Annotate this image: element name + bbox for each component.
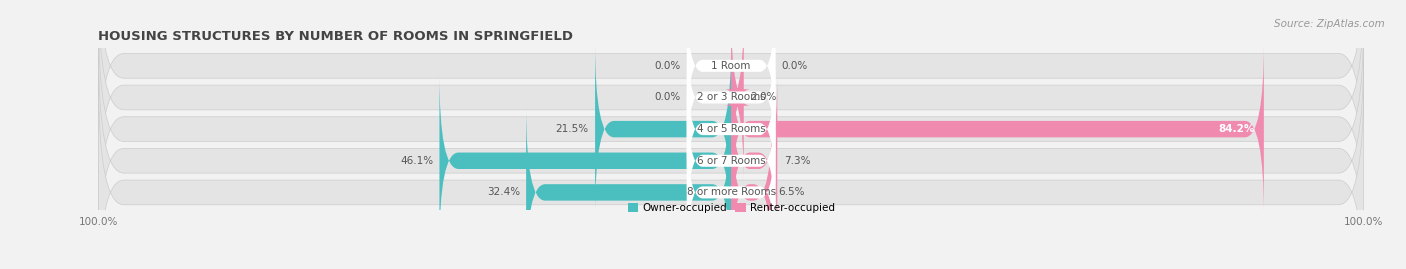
FancyBboxPatch shape: [686, 88, 776, 234]
Text: 4 or 5 Rooms: 4 or 5 Rooms: [697, 124, 765, 134]
Text: 6.5%: 6.5%: [779, 187, 806, 197]
Text: 6 or 7 Rooms: 6 or 7 Rooms: [697, 156, 765, 166]
Text: 2 or 3 Rooms: 2 or 3 Rooms: [697, 93, 765, 102]
FancyBboxPatch shape: [731, 74, 778, 247]
FancyBboxPatch shape: [731, 43, 1264, 216]
FancyBboxPatch shape: [725, 11, 751, 184]
Text: 0.0%: 0.0%: [654, 93, 681, 102]
Text: 21.5%: 21.5%: [555, 124, 589, 134]
Text: 7.3%: 7.3%: [783, 156, 810, 166]
Text: HOUSING STRUCTURES BY NUMBER OF ROOMS IN SPRINGFIELD: HOUSING STRUCTURES BY NUMBER OF ROOMS IN…: [98, 30, 574, 43]
Text: 0.0%: 0.0%: [654, 61, 681, 71]
FancyBboxPatch shape: [686, 119, 776, 266]
FancyBboxPatch shape: [98, 47, 1364, 269]
Text: 84.2%: 84.2%: [1218, 124, 1254, 134]
Text: 1 Room: 1 Room: [711, 61, 751, 71]
FancyBboxPatch shape: [98, 15, 1364, 243]
Text: 0.0%: 0.0%: [782, 61, 808, 71]
FancyBboxPatch shape: [731, 106, 772, 269]
Text: Source: ZipAtlas.com: Source: ZipAtlas.com: [1274, 19, 1385, 29]
FancyBboxPatch shape: [686, 0, 776, 139]
Text: 32.4%: 32.4%: [486, 187, 520, 197]
FancyBboxPatch shape: [526, 106, 731, 269]
Legend: Owner-occupied, Renter-occupied: Owner-occupied, Renter-occupied: [623, 199, 839, 218]
FancyBboxPatch shape: [686, 56, 776, 202]
FancyBboxPatch shape: [595, 43, 731, 216]
FancyBboxPatch shape: [98, 0, 1364, 212]
Text: 46.1%: 46.1%: [399, 156, 433, 166]
FancyBboxPatch shape: [98, 78, 1364, 269]
Text: 8 or more Rooms: 8 or more Rooms: [686, 187, 776, 197]
FancyBboxPatch shape: [98, 0, 1364, 180]
FancyBboxPatch shape: [686, 24, 776, 171]
FancyBboxPatch shape: [440, 74, 731, 247]
Text: 2.0%: 2.0%: [751, 93, 776, 102]
